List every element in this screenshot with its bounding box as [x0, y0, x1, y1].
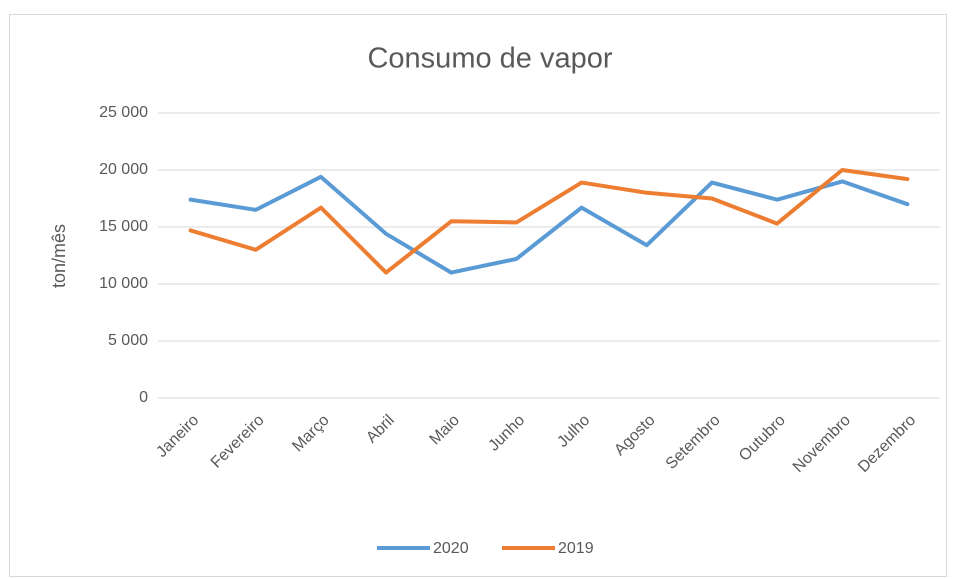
- chart-frame: [9, 14, 947, 577]
- y-tick-label: 20 000: [99, 161, 148, 178]
- y-axis-label: ton/mês: [49, 224, 69, 288]
- series-line: [188, 168, 910, 275]
- chart-title: Consumo de vapor: [367, 43, 612, 75]
- y-tick-label: 25 000: [99, 104, 148, 121]
- series-line: [188, 174, 910, 275]
- y-tick-label: 10 000: [99, 275, 148, 292]
- y-tick-label: 5 000: [108, 332, 148, 349]
- legend-label: 2019: [558, 540, 594, 557]
- y-tick-label: 15 000: [99, 218, 148, 235]
- y-tick-label: 0: [139, 389, 148, 406]
- legend-label: 2020: [433, 540, 469, 557]
